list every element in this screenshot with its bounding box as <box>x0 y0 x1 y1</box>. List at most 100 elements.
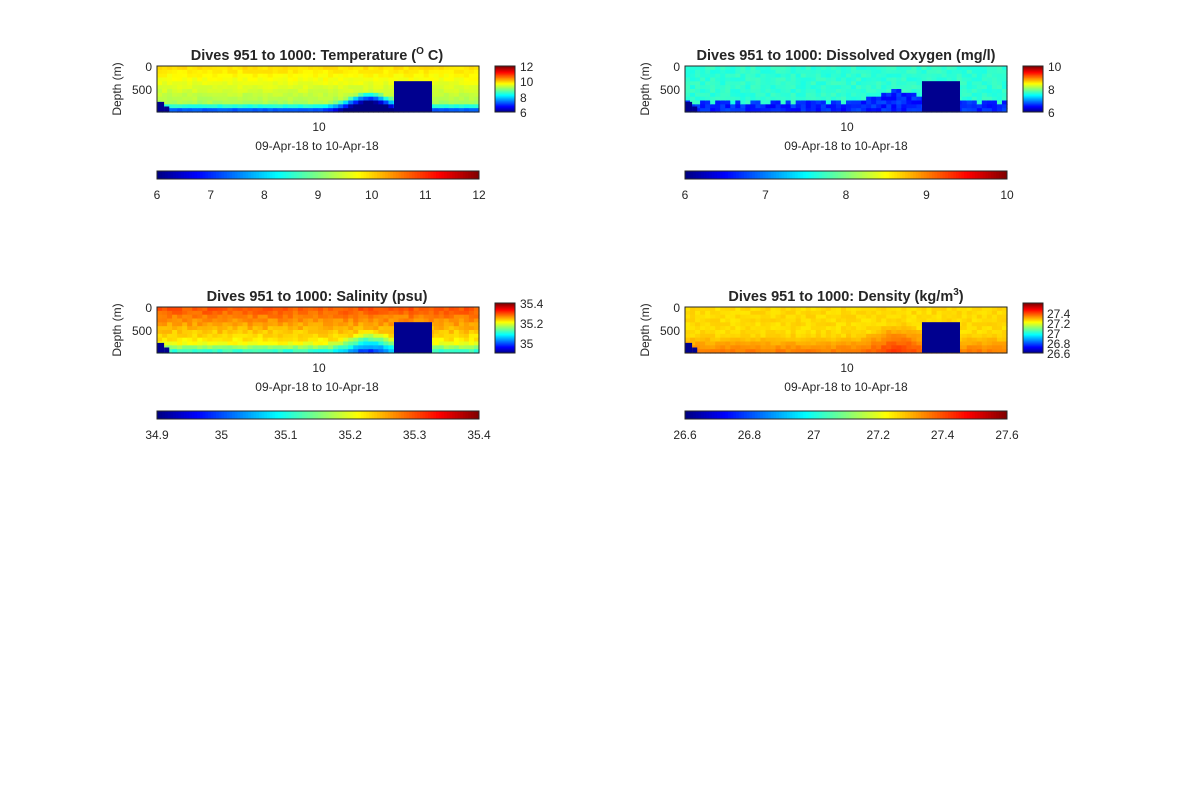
colorbar-swatch <box>194 171 198 179</box>
heatmap-cell <box>856 322 862 327</box>
colorbar-swatch <box>1023 327 1043 329</box>
heatmap-cell <box>881 345 887 350</box>
heatmap-cell <box>881 337 887 343</box>
heatmap-cell <box>212 318 218 323</box>
heatmap-cell <box>433 69 440 75</box>
heatmap-cell <box>946 66 953 71</box>
colorbar-swatch <box>754 411 758 419</box>
heatmap-cell <box>403 66 410 71</box>
x-axis-label: 09-Apr-18 to 10-Apr-18 <box>255 380 379 394</box>
heatmap-cell <box>197 69 203 75</box>
colorbar-swatch <box>1023 92 1043 95</box>
heatmap-cell <box>765 92 772 98</box>
heatmap-cell <box>433 100 440 105</box>
heatmap-cell <box>297 322 304 327</box>
heatmap-cell <box>901 85 907 90</box>
heatmap-cell <box>815 322 822 327</box>
heatmap-cell <box>343 318 349 323</box>
heatmap-cell <box>695 314 701 320</box>
heatmap-cell <box>866 81 872 86</box>
heatmap-cell <box>971 77 978 82</box>
heatmap-cell <box>790 100 797 105</box>
heatmap-cell <box>232 77 239 82</box>
heatmap-cell <box>815 89 822 94</box>
heatmap-cell <box>463 310 470 316</box>
x-tick-label: 10 <box>840 361 854 375</box>
panel-temperature: Dives 951 to 1000: Temperature (O C) 0 5… <box>110 46 534 202</box>
heatmap-cell <box>961 337 968 343</box>
colorbar-swatch <box>495 93 515 95</box>
heatmap-cell <box>398 314 405 320</box>
heatmap-cell <box>177 318 183 323</box>
heatmap-cell <box>212 108 218 113</box>
heatmap-cell <box>343 66 349 71</box>
heatmap-cell <box>287 96 294 102</box>
heatmap-cell <box>805 108 812 113</box>
heatmap-cell <box>775 73 782 79</box>
colorbar-swatch <box>406 171 410 179</box>
heatmap-cell <box>267 307 274 312</box>
colorbar-swatch <box>856 411 860 419</box>
heatmap-cell <box>996 69 1003 75</box>
colorbar-swatch <box>216 171 220 179</box>
heatmap-cell <box>710 66 716 71</box>
heatmap-cell <box>745 85 752 90</box>
colorbar-swatch <box>368 171 373 179</box>
heatmap-cell <box>871 345 877 350</box>
heatmap-cell <box>866 341 872 346</box>
heatmap-cell <box>760 108 767 113</box>
colorbar-swatch <box>722 171 726 179</box>
heatmap-cell <box>162 326 168 331</box>
heatmap-cell <box>981 333 988 339</box>
heatmap-cell <box>388 96 395 102</box>
heatmap-cell <box>473 81 480 86</box>
heatmap-cell <box>906 337 913 343</box>
heatmap-cell <box>277 318 284 323</box>
heatmap-cell <box>167 66 173 71</box>
heatmap-cell <box>685 66 691 71</box>
heatmap-cell <box>192 345 198 350</box>
heatmap-cell <box>735 314 741 320</box>
heatmap-cell <box>861 330 867 335</box>
colorbar-swatch <box>495 105 515 107</box>
heatmap-cell <box>358 322 364 327</box>
colorbar-swatch <box>419 411 424 419</box>
heatmap-cell <box>936 73 943 79</box>
heatmap-cell <box>770 104 777 109</box>
heatmap-cell <box>383 77 390 82</box>
heatmap-cell <box>981 345 988 350</box>
heatmap-cell <box>418 73 425 79</box>
heatmap-cell <box>931 318 938 323</box>
heatmap-cell <box>891 69 897 75</box>
heatmap-cell <box>443 314 450 320</box>
heatmap-cell <box>815 345 822 350</box>
heatmap-cell <box>795 314 802 320</box>
heatmap-cell <box>795 66 802 71</box>
heatmap-cell <box>192 314 198 320</box>
heatmap-cell <box>745 66 752 71</box>
heatmap-cell <box>840 322 847 327</box>
heatmap-cell <box>257 77 264 82</box>
heatmap-cell <box>911 104 918 109</box>
heatmap-cell <box>463 104 470 109</box>
colorbar-swatch <box>379 411 383 419</box>
heatmap-cell <box>750 345 757 350</box>
heatmap-cell <box>745 341 752 346</box>
colorbar-swatch <box>495 311 515 313</box>
heatmap-cell <box>232 337 239 343</box>
heatmap-cell <box>252 333 259 339</box>
heatmap-cell <box>363 96 369 102</box>
heatmap-cell <box>262 104 269 109</box>
heatmap-cell <box>986 341 993 346</box>
heatmap-cell <box>901 104 907 109</box>
heatmap-cell <box>343 92 349 98</box>
colorbar-swatch <box>1023 313 1043 315</box>
colorbar-swatch <box>760 411 764 419</box>
heatmap-cell <box>458 337 465 343</box>
colorbar-swatch <box>1023 344 1043 346</box>
heatmap-cell <box>468 314 475 320</box>
heatmap-cell <box>805 100 812 105</box>
heatmap-cell <box>388 77 395 82</box>
heatmap-cell <box>1001 66 1008 71</box>
heatmap-cell <box>846 92 852 98</box>
